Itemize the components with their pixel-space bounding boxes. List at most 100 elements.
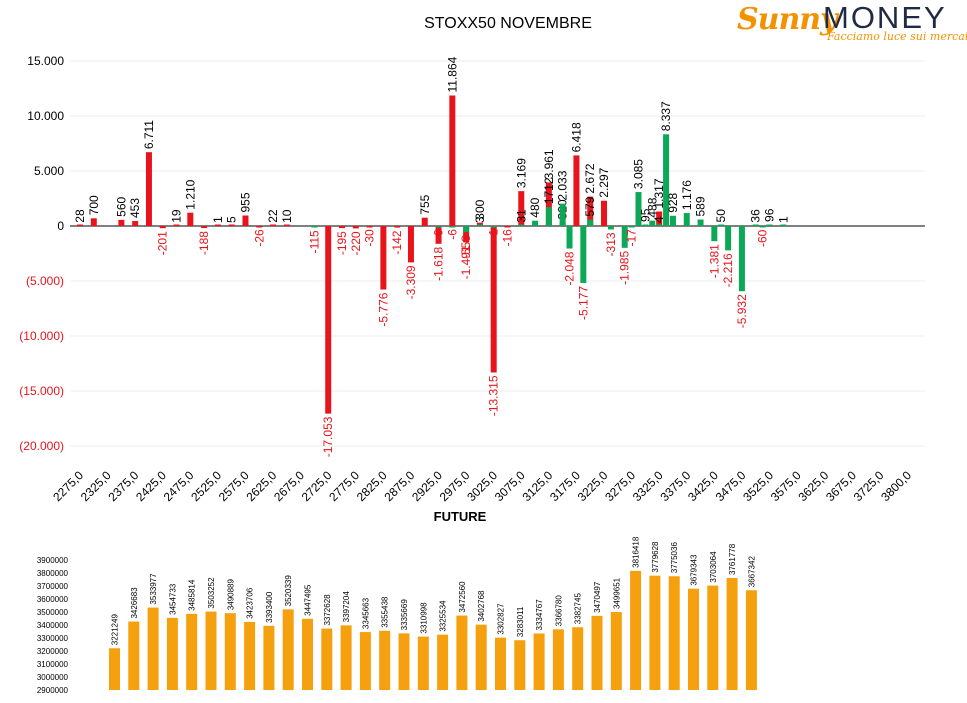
future-bar xyxy=(707,585,719,690)
main-bar xyxy=(601,200,608,226)
main-data-label: 579 xyxy=(583,196,597,216)
main-x-tick-label: 3475,0 xyxy=(713,468,749,504)
main-x-tick-label: 3125,0 xyxy=(519,468,555,504)
future-y-tick-label: 3300000 xyxy=(37,634,69,643)
main-bar xyxy=(256,226,263,228)
future-data-label: 3447495 xyxy=(304,584,313,616)
main-y-tick-label: 0 xyxy=(57,219,64,233)
main-x-tick-label: 2975,0 xyxy=(437,468,473,504)
main-bar xyxy=(559,203,566,226)
main-bar xyxy=(663,134,670,226)
main-data-label: -17 xyxy=(625,229,639,247)
future-bar xyxy=(302,618,313,690)
main-bar xyxy=(463,226,470,233)
future-bar xyxy=(359,632,371,690)
future-y-tick-label: 3800000 xyxy=(37,569,69,578)
main-x-tick-label: 2275,0 xyxy=(50,468,86,504)
main-bar xyxy=(545,182,552,226)
main-data-label: 488 xyxy=(645,197,659,217)
future-data-label: 3703064 xyxy=(709,551,718,583)
main-bar xyxy=(352,226,359,229)
main-data-label: 480 xyxy=(528,197,542,217)
main-data-label: 28 xyxy=(73,209,87,223)
future-y-tick-label: 3100000 xyxy=(37,660,69,669)
main-data-label: -195 xyxy=(335,231,349,255)
main-bar xyxy=(669,215,676,226)
future-y-tick-label: 3200000 xyxy=(37,647,69,656)
main-bar xyxy=(407,226,414,263)
future-bar xyxy=(630,570,642,690)
main-bar xyxy=(752,224,759,226)
main-data-label: -30 xyxy=(363,229,377,247)
future-bar xyxy=(688,588,699,690)
main-bar xyxy=(780,224,787,226)
main-data-label: 50 xyxy=(714,209,728,223)
future-data-label: 3490889 xyxy=(226,578,235,610)
future-bar xyxy=(282,609,294,690)
main-data-label: 96 xyxy=(763,208,777,222)
main-bar xyxy=(587,219,594,226)
main-bar xyxy=(718,224,725,226)
future-bar xyxy=(745,590,757,690)
future-bar xyxy=(128,621,140,690)
main-bar xyxy=(187,212,194,226)
main-bar xyxy=(283,224,290,226)
future-bar xyxy=(572,627,584,690)
main-x-tick-label: 3275,0 xyxy=(602,468,638,504)
main-bar xyxy=(607,226,614,230)
future-data-label: 3366780 xyxy=(554,595,563,627)
future-bar xyxy=(437,634,449,690)
future-bar xyxy=(244,621,256,690)
main-data-label: 3.961 xyxy=(542,149,556,179)
main-x-tick-label: 2875,0 xyxy=(381,468,417,504)
future-bar xyxy=(340,625,352,690)
main-bar xyxy=(490,226,497,373)
future-y-tick-label: 2900000 xyxy=(37,686,69,695)
main-data-label: 3 xyxy=(473,216,487,223)
main-bar xyxy=(490,226,497,228)
future-bar xyxy=(533,633,545,690)
main-data-label: 955 xyxy=(238,192,252,212)
main-x-tick-label: 3225,0 xyxy=(575,468,611,504)
future-data-label: 3355438 xyxy=(381,596,390,628)
future-data-label: 3761778 xyxy=(728,543,737,575)
future-data-label: 3679343 xyxy=(690,554,699,586)
main-data-label: 1.176 xyxy=(680,180,694,210)
main-bar xyxy=(435,226,442,244)
future-bar xyxy=(456,615,468,690)
main-bar xyxy=(242,215,249,226)
future-y-tick-label: 3000000 xyxy=(37,673,69,682)
main-bar xyxy=(759,226,766,228)
future-bar xyxy=(166,617,178,690)
future-bar xyxy=(224,613,236,690)
main-data-label: 5 xyxy=(225,216,239,223)
main-data-label: -201 xyxy=(156,231,170,255)
future-data-label: 3779628 xyxy=(651,541,660,573)
future-bar xyxy=(668,576,680,690)
future-data-label: 3454733 xyxy=(168,583,177,615)
main-data-label: -9 xyxy=(432,229,446,240)
brand-name-money: MONEY xyxy=(823,0,947,35)
main-bar xyxy=(214,224,221,226)
future-bar xyxy=(263,625,275,690)
main-data-label: -2.216 xyxy=(721,253,735,287)
main-data-label: -188 xyxy=(197,231,211,255)
main-x-tick-label: 2475,0 xyxy=(161,468,197,504)
main-bar xyxy=(421,217,428,226)
main-y-tick-label: (15.000) xyxy=(19,384,64,398)
future-bar xyxy=(398,633,410,690)
main-bar xyxy=(394,226,401,228)
future-data-label: 3426683 xyxy=(130,587,139,619)
main-bar xyxy=(118,219,125,226)
future-chart-title: FUTURE xyxy=(434,509,487,524)
future-y-tick-label: 3500000 xyxy=(37,608,69,617)
main-x-tick-label: 3025,0 xyxy=(464,468,500,504)
main-bar xyxy=(311,226,318,228)
main-bar xyxy=(339,226,346,229)
main-data-label: -60 xyxy=(756,229,770,247)
main-data-label: -553 xyxy=(459,235,473,259)
main-bar xyxy=(566,226,573,249)
main-x-tick-label: 2675,0 xyxy=(271,468,307,504)
future-data-label: 3470497 xyxy=(593,581,602,613)
